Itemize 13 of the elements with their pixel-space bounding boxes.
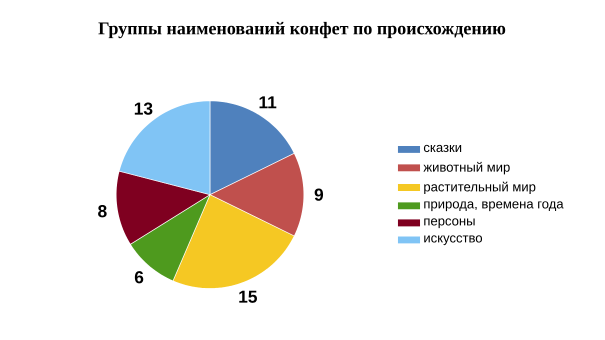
data-label: 11	[260, 96, 276, 108]
legend-label: искусство	[424, 235, 482, 246]
chart-title: Группы наименований конфет по происхождению	[98, 22, 506, 38]
legend-label: персоны	[424, 218, 475, 228]
data-label: 8	[98, 205, 107, 218]
data-label: 15	[239, 290, 257, 303]
data-label: 9	[314, 188, 324, 201]
legend-label: животный мир	[423, 162, 510, 174]
data-label: 6	[134, 271, 144, 284]
legend-label: сказки	[424, 144, 462, 152]
legend-label: растительный мир	[424, 182, 536, 194]
legend-label: природа, времена года	[424, 201, 564, 212]
data-label: 13	[134, 102, 152, 115]
